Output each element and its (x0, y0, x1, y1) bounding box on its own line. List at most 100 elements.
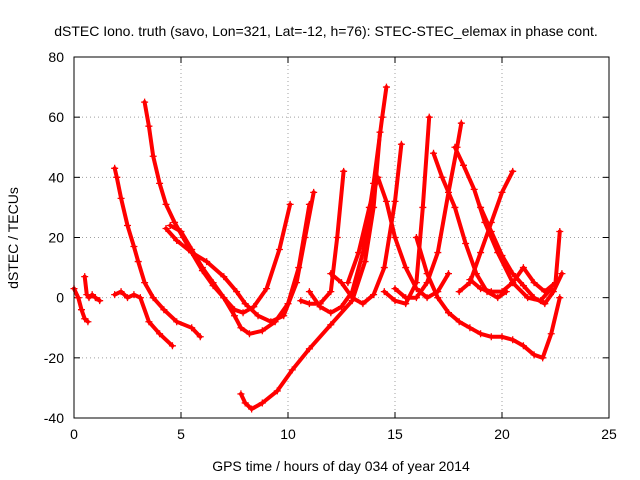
data-point (477, 203, 485, 211)
data-point (297, 297, 305, 305)
series-arc-8 (237, 128, 384, 413)
data-point (380, 264, 388, 272)
data-point (305, 300, 313, 308)
data-point (457, 119, 465, 127)
data-point (519, 282, 527, 290)
data-point (96, 297, 104, 305)
data-point (288, 366, 296, 374)
data-point (316, 300, 324, 308)
series-line (431, 151, 509, 300)
data-point (263, 285, 271, 293)
data-point (209, 279, 217, 287)
x-axis-label: GPS time / hours of day 034 of year 2014 (212, 458, 470, 474)
data-point (141, 279, 149, 287)
data-point (117, 194, 125, 202)
data-point (459, 161, 467, 169)
data-point (156, 330, 164, 338)
data-point (455, 318, 463, 326)
series-arc-18 (455, 167, 517, 296)
data-point (111, 291, 119, 299)
data-point (171, 218, 179, 226)
series-line (164, 190, 316, 324)
data-point (477, 249, 485, 257)
series-line (238, 130, 382, 411)
series-arc-4 (111, 164, 204, 341)
data-point (149, 152, 157, 160)
data-point (124, 294, 131, 302)
y-tick-label: 60 (48, 109, 64, 125)
data-point (402, 294, 410, 302)
data-point (327, 288, 335, 296)
data-point (487, 333, 495, 341)
data-point (434, 249, 442, 257)
data-point (88, 291, 96, 299)
data-point (547, 330, 555, 338)
data-point (391, 197, 399, 205)
data-point (361, 258, 369, 266)
data-point (530, 351, 538, 359)
data-point (541, 300, 549, 308)
y-tick-label: 20 (48, 230, 64, 246)
data-point (198, 264, 206, 272)
data-point (451, 203, 459, 211)
data-point (273, 387, 281, 395)
data-point (391, 297, 399, 305)
data-point (477, 330, 485, 338)
y-tick-label: -40 (44, 410, 64, 426)
series-arc-11 (297, 167, 348, 308)
data-point (509, 279, 517, 287)
x-tick-label: 0 (70, 426, 78, 442)
data-point (412, 294, 420, 302)
data-point (397, 140, 405, 148)
data-point (111, 164, 119, 172)
x-tick-label: 10 (280, 426, 296, 442)
data-point (556, 227, 564, 235)
series-arc-7 (162, 188, 318, 326)
data-point (231, 312, 238, 320)
data-point (498, 252, 506, 260)
data-point (141, 98, 149, 106)
axis-ticks: 0 5 10 15 20 25 -40 -20 0 20 40 60 80 (44, 49, 617, 442)
data-point (391, 285, 399, 293)
data-point (145, 318, 153, 326)
data-point (344, 279, 352, 287)
series-line (467, 229, 562, 294)
data-point (451, 143, 459, 151)
data-point (519, 264, 527, 272)
data-point (162, 200, 170, 208)
data-point (166, 221, 174, 229)
data-point (173, 318, 181, 326)
y-tick-label: 0 (56, 290, 64, 306)
data-point (425, 113, 433, 121)
y-tick-label: 80 (48, 49, 64, 65)
data-point (378, 113, 386, 121)
data-point (434, 294, 442, 302)
series-arc-5 (141, 98, 294, 317)
data-point (130, 291, 138, 299)
data-point (81, 273, 89, 281)
series-arc-3 (111, 288, 176, 350)
data-point (338, 279, 345, 287)
data-point (220, 294, 228, 302)
data-point (149, 294, 157, 302)
grid (74, 57, 609, 418)
data-point (402, 264, 410, 272)
data-point (196, 333, 204, 341)
data-point (327, 321, 335, 329)
data-point (402, 300, 410, 308)
data-point (81, 315, 89, 323)
data-point (310, 188, 318, 196)
data-point (498, 333, 506, 341)
data-point (380, 288, 388, 296)
data-point (239, 309, 247, 317)
data-point (541, 288, 549, 296)
data-point (241, 300, 249, 308)
data-point (248, 405, 256, 413)
data-point (419, 203, 427, 211)
data-point (173, 237, 181, 245)
data-point (412, 285, 420, 293)
data-point (91, 294, 99, 302)
data-point (365, 203, 373, 211)
data-point (203, 258, 211, 266)
